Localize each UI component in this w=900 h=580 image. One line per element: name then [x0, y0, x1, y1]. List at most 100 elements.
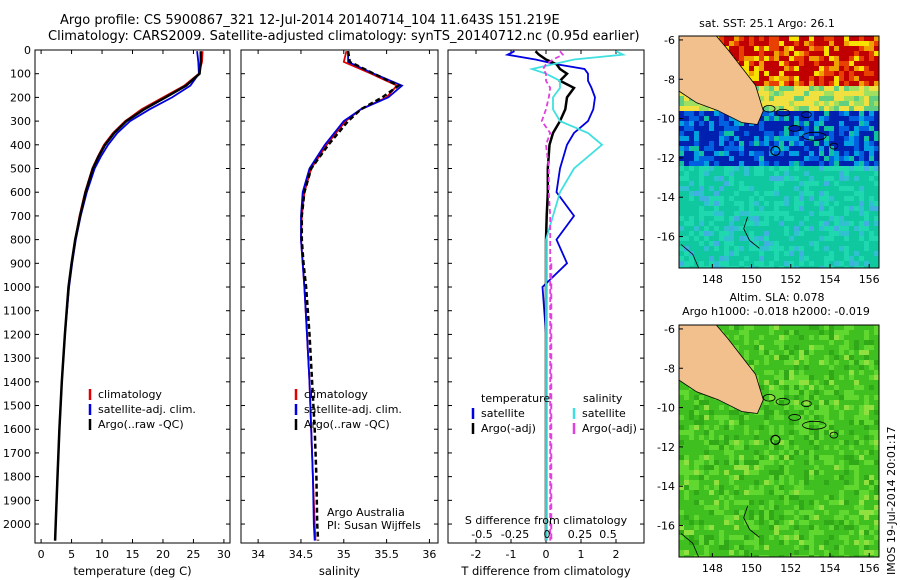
x-tick-label: 156	[859, 273, 880, 286]
x-tick-label: 156	[859, 562, 880, 575]
island	[802, 420, 827, 430]
top-tick-label: -0.5	[471, 528, 492, 541]
island	[775, 397, 791, 406]
y-tick-label: 1200	[3, 328, 31, 341]
map-title-sla: Altim. SLA: 0.078	[729, 291, 824, 304]
y-tick-label: -12	[657, 441, 675, 454]
y-tick-label: 700	[10, 210, 31, 223]
legend-label: Argo(..raw -QC)	[304, 418, 390, 431]
top-tick-label: 0	[544, 528, 551, 541]
argo-position-marker	[770, 145, 781, 156]
x-axis-label: T difference from climatology	[460, 564, 631, 578]
series-line-argo-raw-qc-	[300, 51, 402, 541]
legend-label: Argo(-adj)	[481, 422, 536, 435]
y-tick-label: 800	[10, 234, 31, 247]
series-line-s-satellite	[528, 50, 627, 541]
land-new-guinea	[679, 36, 764, 125]
x-tick-label: 148	[702, 273, 723, 286]
x-tick-label: -1	[506, 548, 517, 561]
map-frame	[678, 324, 880, 558]
island	[829, 142, 839, 150]
x-tick-label: 1	[578, 548, 585, 561]
y-tick-label: 300	[10, 115, 31, 128]
top-tick-label: -0.25	[501, 528, 529, 541]
map-title-sst: sat. SST: 25.1 Argo: 26.1	[699, 17, 835, 30]
series-line-satellite-adj-clim-	[300, 51, 404, 541]
x-tick-label: -2	[471, 548, 482, 561]
island	[801, 400, 812, 408]
y-tick-label: 1300	[3, 352, 31, 365]
y-tick-label: 1100	[3, 305, 31, 318]
y-tick-label: -8	[664, 73, 675, 86]
top-axis-label: S difference from climatology	[465, 514, 628, 527]
island	[788, 414, 801, 421]
x-tick-label: 150	[741, 562, 762, 575]
timestamp-stamp: IMOS 19-Jul-2014 20:01:17	[885, 426, 898, 575]
legend-label: satellite-adj. clim.	[98, 403, 196, 416]
x-tick-label: 10	[95, 548, 109, 561]
island	[762, 104, 776, 113]
annotation-text: Argo Australia	[327, 506, 405, 519]
reef-outline	[743, 505, 760, 538]
y-tick-label: -12	[657, 152, 675, 165]
legend-label: Argo(-adj)	[582, 422, 637, 435]
map-sla-map: 148 150 152 154 156 -6 -8 -10 -12 -14 -16 Altim. SL…	[657, 291, 880, 575]
y-tick-label: 500	[10, 163, 31, 176]
y-tick-label: 1800	[3, 471, 31, 484]
chart-title-line2: Climatology: CARS2009. Satellite-adjuste…	[48, 29, 640, 44]
y-tick-label: 1500	[3, 400, 31, 413]
legend-label: Argo(..raw -QC)	[98, 418, 184, 431]
legend-label: satellite	[582, 407, 626, 420]
x-tick-label: 150	[741, 273, 762, 286]
island	[829, 431, 839, 439]
y-tick-label: -14	[657, 191, 675, 204]
x-tick-label: 148	[702, 562, 723, 575]
legend-label: climatology	[304, 388, 368, 401]
y-tick-label: -6	[664, 323, 675, 336]
x-axis-label: temperature (deg C)	[73, 564, 191, 578]
x-tick-label: 20	[156, 548, 170, 561]
island	[801, 111, 812, 119]
x-tick-label: 34	[251, 548, 265, 561]
panel-salinity: 34 34.5 35 35.5 36 salinity climatology satelli…	[240, 49, 439, 578]
y-tick-label: -10	[657, 402, 675, 415]
series-line-argo-raw-qc-	[53, 51, 203, 541]
x-tick-label: 5	[68, 548, 75, 561]
y-tick-label: -6	[664, 34, 675, 47]
y-tick-label: 0	[24, 44, 31, 57]
plot-frame	[34, 49, 231, 544]
map-sst-map: 148 150 152 154 156 -6 -8 -10 -12 -14 -16 sat. SST:…	[657, 17, 880, 286]
plot-frame	[240, 49, 439, 544]
y-tick-label: 200	[10, 91, 31, 104]
x-tick-label: 35	[337, 548, 351, 561]
x-tick-label: 30	[217, 548, 231, 561]
x-tick-label: 152	[780, 562, 801, 575]
x-tick-label: 154	[819, 562, 840, 575]
x-tick-label: 154	[819, 273, 840, 286]
map-subtitle-sla: Argo h1000: -0.018 h2000: -0.019	[682, 305, 870, 318]
y-tick-label: 1900	[3, 494, 31, 507]
y-tick-label: 900	[10, 257, 31, 270]
map-body	[679, 36, 879, 268]
x-tick-label: 2	[613, 548, 620, 561]
legend-label: satellite-adj. clim.	[304, 403, 402, 416]
legend-label: climatology	[98, 388, 162, 401]
land-new-guinea	[679, 325, 764, 414]
y-tick-label: -8	[664, 362, 675, 375]
y-tick-label: 1400	[3, 376, 31, 389]
y-tick-label: 600	[10, 186, 31, 199]
x-tick-label: 34.5	[289, 548, 314, 561]
reef-outline	[680, 533, 699, 557]
x-tick-label: 35.5	[374, 548, 399, 561]
y-tick-label: 100	[10, 68, 31, 81]
argo-position-marker	[770, 434, 781, 445]
reef-outline	[680, 244, 699, 268]
annotation-text: PI: Susan Wijffels	[327, 519, 421, 532]
top-tick-label: 0.25	[568, 528, 593, 541]
x-tick-label: 36	[422, 548, 436, 561]
y-tick-label: 400	[10, 139, 31, 152]
panel-temperature: 0100200300400500600700800900100011001200…	[3, 44, 231, 578]
x-tick-label: 0	[38, 548, 45, 561]
legend-title-temperature: temperature	[481, 392, 550, 405]
